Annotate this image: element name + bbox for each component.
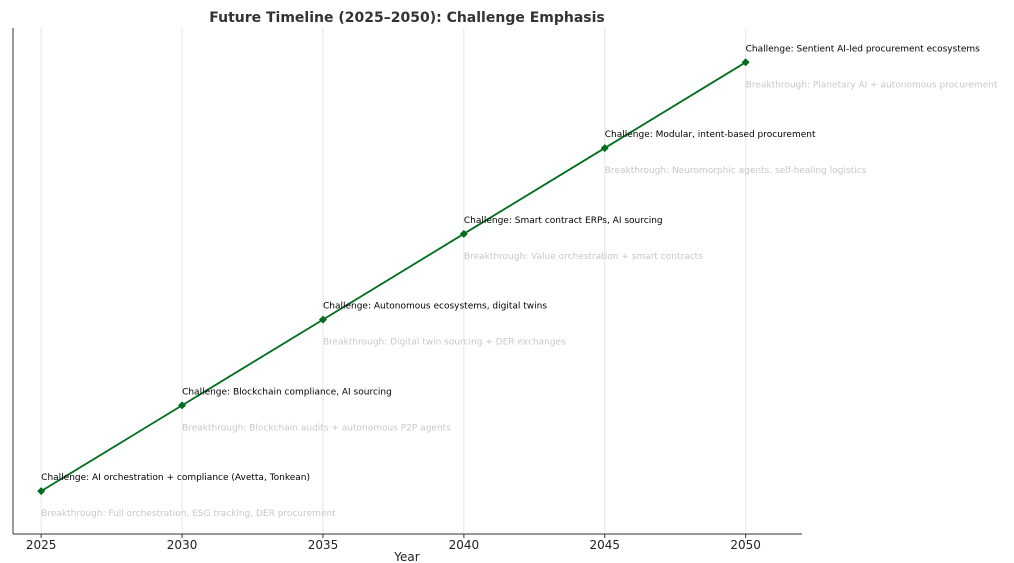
series-line bbox=[40, 61, 747, 492]
data-point-2035 bbox=[318, 315, 327, 324]
breakthrough-label-2025: Breakthrough: Full orchestration, ESG tr… bbox=[41, 509, 336, 519]
challenge-label-2050: Challenge: Sentient AI-led procurement e… bbox=[746, 44, 981, 54]
chart-title: Future Timeline (2025–2050): Challenge E… bbox=[209, 10, 605, 26]
breakthrough-label-2050: Breakthrough: Planetary AI + autonomous … bbox=[746, 80, 998, 90]
x-axis-ticks: 2025 2030 2035 2040 2045 2050 bbox=[26, 534, 761, 552]
breakthrough-label-2030: Breakthrough: Blockchain audits + autono… bbox=[182, 423, 451, 433]
annotations: Challenge: AI orchestration + compliance… bbox=[41, 44, 998, 519]
x-tick-label-2050: 2050 bbox=[730, 538, 761, 552]
axes bbox=[12, 28, 802, 535]
x-tick-label-2035: 2035 bbox=[308, 538, 339, 552]
challenge-label-2025: Challenge: AI orchestration + compliance… bbox=[41, 473, 310, 483]
data-point-2025 bbox=[37, 487, 46, 496]
data-point-2040 bbox=[459, 229, 468, 238]
breakthrough-label-2045: Breakthrough: Neuromorphic agents, self-… bbox=[605, 166, 867, 176]
breakthrough-label-2040: Breakthrough: Value orchestration + smar… bbox=[464, 252, 703, 262]
series-layer bbox=[37, 58, 750, 496]
x-tick-label-2040: 2040 bbox=[449, 538, 480, 552]
breakthrough-label-2035: Breakthrough: Digital twin sourcing + DE… bbox=[323, 338, 566, 348]
challenge-label-2045: Challenge: Modular, intent-based procure… bbox=[605, 130, 816, 140]
x-tick-label-2030: 2030 bbox=[167, 538, 198, 552]
x-axis-label: Year bbox=[393, 550, 419, 563]
data-point-2045 bbox=[600, 144, 609, 153]
challenge-label-2035: Challenge: Autonomous ecosystems, digita… bbox=[323, 302, 547, 312]
grid-lines bbox=[40, 28, 747, 534]
data-point-2050 bbox=[741, 58, 750, 67]
data-point-2030 bbox=[178, 401, 187, 410]
challenge-label-2030: Challenge: Blockchain compliance, AI sou… bbox=[182, 387, 392, 397]
x-tick-label-2045: 2045 bbox=[589, 538, 620, 552]
x-tick-label-2025: 2025 bbox=[26, 538, 57, 552]
challenge-label-2040: Challenge: Smart contract ERPs, AI sourc… bbox=[464, 216, 663, 226]
